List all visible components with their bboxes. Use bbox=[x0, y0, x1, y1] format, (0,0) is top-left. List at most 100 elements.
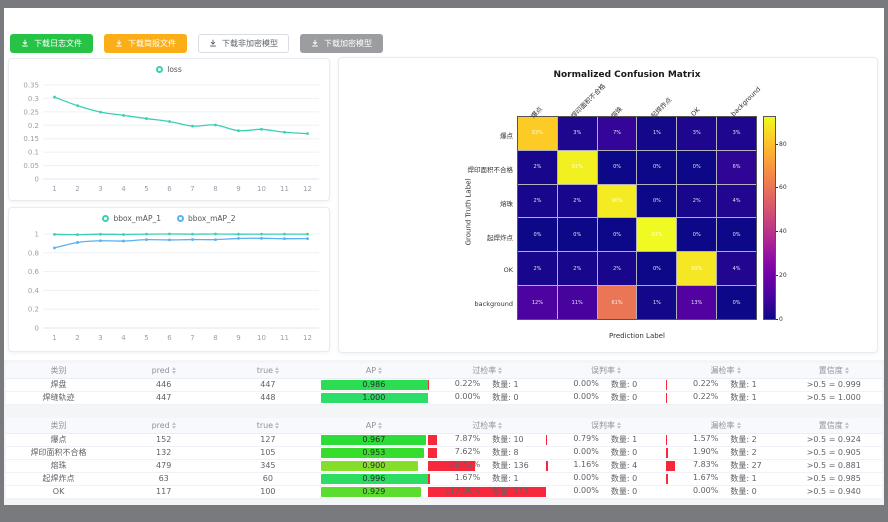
download-log-button[interactable]: 下载日志文件 bbox=[10, 34, 93, 53]
rate-count: 数量: 4 bbox=[610, 461, 638, 470]
rate-percent: 7.87% bbox=[454, 434, 481, 443]
svg-text:3: 3 bbox=[98, 334, 102, 342]
overdetect-rate-cell: 0.00% 数量: 0 bbox=[428, 391, 547, 405]
rate-bar bbox=[428, 447, 438, 458]
column-header-label: 过检率 bbox=[472, 420, 497, 430]
download-report-button[interactable]: 下载简报文件 bbox=[104, 34, 187, 53]
sort-carets-icon[interactable] bbox=[844, 421, 849, 429]
table-row[interactable]: 爆点 152 127 0.967 7.87% 数量: 10 0.79% 数量: 1 1.57% 数… bbox=[6, 433, 882, 447]
sort-carets-icon[interactable] bbox=[498, 366, 503, 374]
table-row[interactable]: 起焊炸点 63 60 0.996 1.67% 数量: 1 0.00% 数量: 0 1.67% 数量… bbox=[6, 472, 882, 486]
sort-carets-icon[interactable] bbox=[736, 421, 741, 429]
table-row[interactable]: 熔珠 479 345 0.900 39.42% 数量: 136 1.16% 数量: 4 7.83… bbox=[6, 459, 882, 473]
matrix-cell: 4% bbox=[717, 184, 756, 218]
ap-value: 0.967 bbox=[362, 435, 386, 444]
matrix-row-label: 起焊炸点 bbox=[487, 234, 513, 242]
class-name-cell: 爆点 bbox=[6, 433, 112, 447]
column-header-label: 置信度 bbox=[818, 365, 843, 375]
sort-carets-icon[interactable] bbox=[617, 366, 621, 374]
download-unencrypted-model-button[interactable]: 下载非加密模型 bbox=[198, 34, 289, 53]
column-header-true[interactable]: true bbox=[216, 363, 320, 379]
sort-carets-icon[interactable] bbox=[617, 421, 621, 429]
colorbar-tick: 0 bbox=[776, 316, 783, 323]
column-header-误判率[interactable]: 误判率 bbox=[546, 363, 666, 379]
table-row[interactable]: 焊盘 446 447 0.986 0.22% 数量: 1 0.00% 数量: 0 0.22% 数量… bbox=[6, 378, 882, 392]
column-header-类别: 类别 bbox=[6, 363, 112, 379]
rate-percent: 7.83% bbox=[692, 460, 719, 469]
confidence-cell: >0.5 = 0.905 bbox=[785, 446, 882, 460]
sort-carets-icon[interactable] bbox=[844, 366, 849, 374]
confidence-cell: >0.5 = 0.985 bbox=[785, 472, 882, 486]
matrix-cell: 4% bbox=[717, 252, 756, 286]
legend-item-loss[interactable]: loss bbox=[156, 65, 182, 74]
pred-count-cell: 132 bbox=[111, 446, 217, 460]
matrix-cell: 0% bbox=[557, 218, 597, 252]
ap-value: 0.996 bbox=[362, 474, 386, 483]
table-row[interactable]: 焊印面积不合格 132 105 0.953 7.62% 数量: 8 0.00% 数量: 0 1.… bbox=[6, 446, 882, 460]
column-header-pred[interactable]: pred bbox=[111, 418, 217, 434]
column-header-置信度[interactable]: 置信度 bbox=[785, 418, 882, 434]
rate-percent: 1.16% bbox=[573, 460, 599, 469]
rate-percent: 0.00% bbox=[573, 486, 599, 495]
confusion-matrix-title: Normalized Confusion Matrix bbox=[553, 70, 701, 80]
column-header-过检率[interactable]: 过检率 bbox=[428, 418, 547, 434]
rate-bar bbox=[665, 434, 668, 445]
sort-carets-icon[interactable] bbox=[275, 366, 280, 374]
column-header-漏检率[interactable]: 漏检率 bbox=[665, 363, 786, 379]
svg-text:0.35: 0.35 bbox=[23, 82, 39, 90]
loss-legend: loss bbox=[9, 65, 329, 74]
column-header-pred[interactable]: pred bbox=[111, 363, 217, 379]
column-header-label: 类别 bbox=[50, 420, 67, 430]
confidence-cell: >0.5 = 0.924 bbox=[785, 433, 882, 447]
column-header-误判率[interactable]: 误判率 bbox=[546, 418, 666, 434]
svg-text:0.2: 0.2 bbox=[28, 306, 39, 314]
sort-carets-icon[interactable] bbox=[498, 421, 503, 429]
download-report-label: 下载简报文件 bbox=[128, 39, 176, 48]
svg-text:0: 0 bbox=[35, 176, 39, 184]
svg-text:0.15: 0.15 bbox=[23, 135, 39, 143]
sort-carets-icon[interactable] bbox=[171, 421, 176, 429]
ap-bar bbox=[320, 447, 425, 458]
svg-text:0.8: 0.8 bbox=[28, 249, 39, 257]
matrix-cell: 2% bbox=[518, 252, 557, 286]
column-header-置信度[interactable]: 置信度 bbox=[785, 363, 882, 379]
misjudge-rate-cell: 0.00% 数量: 0 bbox=[546, 485, 666, 499]
miss-rate-cell: 0.00% 数量: 0 bbox=[665, 485, 786, 499]
legend-item-bbox_mAP_2[interactable]: bbox_mAP_2 bbox=[177, 214, 236, 223]
matrix-cell: 0% bbox=[637, 184, 677, 218]
matrix-cell: 2% bbox=[557, 252, 597, 286]
sort-carets-icon[interactable] bbox=[378, 421, 383, 429]
true-count-cell: 105 bbox=[216, 446, 320, 460]
column-header-AP[interactable]: AP bbox=[319, 418, 429, 434]
column-header-label: pred bbox=[151, 365, 170, 375]
column-header-label: 漏检率 bbox=[710, 365, 735, 375]
ap-value: 0.953 bbox=[362, 448, 386, 457]
download-encrypted-model-button[interactable]: 下载加密模型 bbox=[300, 34, 383, 53]
matrix-cell: 0% bbox=[677, 218, 717, 252]
sort-carets-icon[interactable] bbox=[171, 366, 176, 374]
sort-carets-icon[interactable] bbox=[378, 366, 383, 374]
svg-text:12: 12 bbox=[303, 334, 312, 342]
download-log-label: 下载日志文件 bbox=[34, 39, 82, 48]
table-row[interactable]: 焊缝轨迹 447 448 1.000 0.00% 数量: 0 0.00% 数量: 0 0.22%… bbox=[6, 391, 882, 405]
legend-item-bbox_mAP_1[interactable]: bbox_mAP_1 bbox=[102, 214, 161, 223]
sort-carets-icon[interactable] bbox=[275, 421, 280, 429]
matrix-cell: 7% bbox=[597, 117, 637, 150]
column-header-label: pred bbox=[151, 420, 170, 430]
matrix-row-label: OK bbox=[503, 266, 513, 274]
colorbar-tick: 40 bbox=[776, 228, 787, 236]
table-row[interactable]: OK 117 100 0.929 117.00% 数量: 117 0.00% 数量: 0 0.0… bbox=[6, 485, 882, 499]
class-name-cell: 焊盘 bbox=[6, 378, 112, 392]
rate-percent: 0.22% bbox=[692, 379, 719, 388]
true-count-cell: 447 bbox=[216, 378, 320, 392]
ap-bar bbox=[320, 460, 419, 471]
misjudge-rate-cell: 0.00% 数量: 0 bbox=[546, 472, 666, 486]
rate-count: 数量: 2 bbox=[730, 435, 757, 444]
ap-value: 0.929 bbox=[362, 487, 386, 496]
column-header-过检率[interactable]: 过检率 bbox=[428, 363, 547, 379]
column-header-漏检率[interactable]: 漏检率 bbox=[665, 418, 786, 434]
sort-carets-icon[interactable] bbox=[736, 366, 741, 374]
column-header-AP[interactable]: AP bbox=[319, 363, 429, 379]
matrix-colorbar bbox=[763, 116, 776, 320]
column-header-true[interactable]: true bbox=[216, 418, 320, 434]
